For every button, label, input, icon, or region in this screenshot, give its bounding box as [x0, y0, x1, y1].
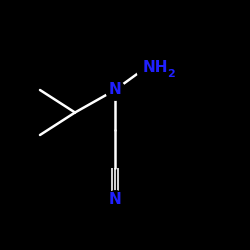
Text: N: N: [108, 82, 122, 98]
Text: N: N: [108, 192, 122, 208]
Text: NH: NH: [142, 60, 168, 75]
Text: 2: 2: [168, 69, 175, 79]
